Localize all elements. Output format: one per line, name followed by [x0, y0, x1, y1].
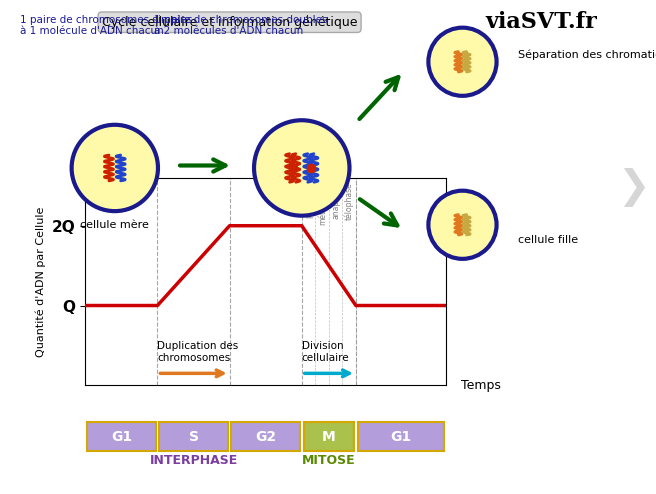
FancyBboxPatch shape	[304, 422, 354, 451]
Text: Division
cellulaire: Division cellulaire	[302, 341, 350, 363]
Circle shape	[428, 28, 497, 96]
Circle shape	[428, 191, 497, 259]
Text: Cycle cellulaire et information génétique: Cycle cellulaire et information génétiqu…	[102, 16, 358, 29]
Text: télophase: télophase	[344, 182, 354, 219]
Text: Duplication des
chromosomes: Duplication des chromosomes	[157, 341, 239, 363]
Text: G1: G1	[390, 430, 411, 444]
Circle shape	[254, 120, 350, 216]
Text: MITOSE: MITOSE	[302, 454, 356, 467]
Text: G1: G1	[111, 430, 132, 444]
Text: anaphase: anaphase	[331, 182, 340, 219]
Text: Temps: Temps	[461, 379, 501, 392]
Text: M: M	[322, 430, 336, 444]
Text: 1 paire de chromosomes simples
à 1 molécule d'ADN chacun: 1 paire de chromosomes simples à 1 moléc…	[20, 15, 192, 37]
Text: métaphase: métaphase	[318, 182, 327, 225]
Text: S: S	[188, 430, 199, 444]
FancyBboxPatch shape	[358, 422, 444, 451]
Text: prophase: prophase	[304, 182, 314, 217]
Text: ❯: ❯	[617, 168, 649, 207]
Text: Séparation des chromatides: Séparation des chromatides	[518, 49, 656, 60]
Text: 1 paire de chromosomes doubles
à 2 molécules d'ADN chacun: 1 paire de chromosomes doubles à 2 moléc…	[154, 15, 327, 37]
Circle shape	[72, 125, 158, 211]
Y-axis label: Quantité d'ADN par Cellule: Quantité d'ADN par Cellule	[36, 206, 47, 357]
FancyBboxPatch shape	[87, 422, 155, 451]
Text: cellule fille: cellule fille	[518, 235, 579, 245]
FancyBboxPatch shape	[232, 422, 300, 451]
Text: cellule mère: cellule mère	[81, 220, 149, 230]
Text: G2: G2	[255, 430, 276, 444]
FancyBboxPatch shape	[159, 422, 228, 451]
Text: INTERPHASE: INTERPHASE	[150, 454, 237, 467]
Text: viaSVT.fr: viaSVT.fr	[485, 11, 597, 33]
